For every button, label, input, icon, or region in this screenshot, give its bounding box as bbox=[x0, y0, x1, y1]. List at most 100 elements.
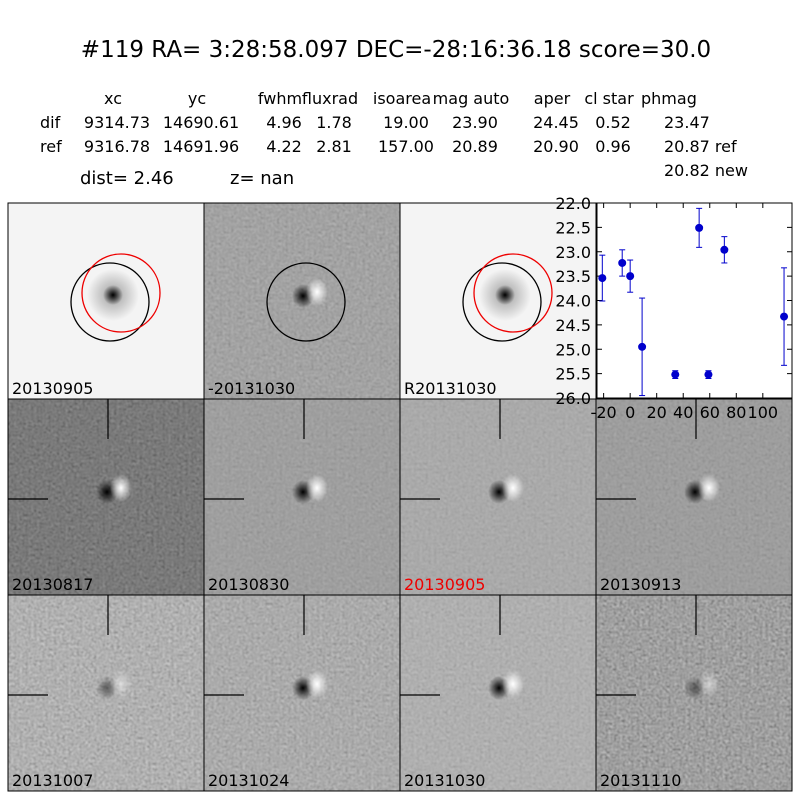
point bbox=[720, 245, 729, 254]
cell: 20.89 bbox=[452, 137, 498, 156]
cell: 157.00 bbox=[378, 137, 434, 156]
redshift: z= nan bbox=[230, 168, 294, 189]
dist: dist= 2.46 bbox=[80, 168, 174, 189]
source-pos bbox=[698, 474, 720, 502]
stamp: -20131030 bbox=[203, 202, 401, 400]
y-tick-label: 22.5 bbox=[555, 218, 591, 237]
cell: 14690.61 bbox=[163, 113, 239, 132]
source bbox=[495, 285, 515, 305]
stamp-image bbox=[8, 595, 204, 791]
lightcurve: 22.0 22.5 23.0 23.5 24.0 24.5 25.0 25.5 26.0-20 0… bbox=[555, 194, 793, 422]
stamp-image bbox=[596, 399, 792, 595]
stamp-label: 20131030 bbox=[404, 771, 485, 790]
x-tick-label: -20 bbox=[591, 403, 617, 422]
point bbox=[618, 258, 627, 267]
x-tick-label: 80 bbox=[726, 403, 746, 422]
y-tick-label: 25.5 bbox=[555, 365, 591, 384]
stamp-label: 20131024 bbox=[208, 771, 289, 790]
stamp-image bbox=[8, 399, 204, 595]
aperture bbox=[473, 253, 553, 333]
cell: 20.90 bbox=[533, 137, 579, 156]
column-header: phmag bbox=[641, 89, 697, 108]
column-header: yc bbox=[188, 89, 206, 108]
stamp-image bbox=[204, 399, 400, 595]
source-pos bbox=[502, 670, 524, 698]
aperture bbox=[462, 262, 542, 342]
x-tick-label: 0 bbox=[625, 403, 635, 422]
point bbox=[704, 370, 713, 379]
title: #119 RA= 3:28:58.097 DEC=-28:16:36.18 sc… bbox=[81, 37, 711, 63]
column-header: fwhm bbox=[258, 89, 302, 108]
y-tick-label: 26.0 bbox=[555, 389, 591, 408]
stamp: 20130817 bbox=[7, 398, 205, 596]
cell: 23.47 bbox=[664, 113, 710, 132]
stamp: 20130905 bbox=[7, 202, 205, 400]
x-tick-label: 40 bbox=[673, 403, 693, 422]
y-tick-label: 23.0 bbox=[555, 243, 591, 262]
stamp: 20131030 bbox=[399, 594, 597, 792]
source bbox=[103, 285, 123, 305]
stamp-image bbox=[204, 203, 400, 399]
column-header: fluxrad bbox=[302, 89, 358, 108]
y-tick-label: 24.0 bbox=[555, 292, 591, 311]
cell: 20.82 new bbox=[664, 161, 748, 180]
stamp-label: 20130817 bbox=[12, 575, 93, 594]
stamp-label: 20130913 bbox=[600, 575, 681, 594]
source-pos bbox=[306, 278, 328, 306]
cell: 9314.73 bbox=[84, 113, 150, 132]
stamp-frame bbox=[595, 594, 793, 792]
aperture bbox=[266, 262, 346, 342]
stamp: 20130830 bbox=[203, 398, 401, 596]
stamp-image bbox=[400, 203, 596, 399]
stamp-image bbox=[596, 595, 792, 791]
cell: 1.78 bbox=[316, 113, 352, 132]
stamp-label: -20131030 bbox=[208, 379, 295, 398]
source-pos bbox=[698, 670, 720, 698]
stamp: 20131007 bbox=[7, 594, 205, 792]
stamp-label: 20130830 bbox=[208, 575, 289, 594]
column-header: aper bbox=[534, 89, 571, 108]
y-tick-label: 25.0 bbox=[555, 340, 591, 359]
stamp: 20130905 bbox=[399, 398, 597, 596]
cell: 4.22 bbox=[266, 137, 302, 156]
stamps: 20130905 -20131030 R20131030 20130817 201308… bbox=[7, 202, 793, 792]
source-pos bbox=[110, 670, 132, 698]
cell: 2.81 bbox=[316, 137, 352, 156]
stamp-label: 20131110 bbox=[600, 771, 681, 790]
stamp: R20131030 bbox=[399, 202, 597, 400]
row-label: ref bbox=[40, 137, 62, 156]
column-header: xc bbox=[104, 89, 122, 108]
cell: 0.96 bbox=[595, 137, 631, 156]
stamp: 20131110 bbox=[595, 594, 793, 792]
cell: 0.52 bbox=[595, 113, 631, 132]
y-tick-label: 24.5 bbox=[555, 316, 591, 335]
point bbox=[638, 342, 647, 351]
x-tick-label: 60 bbox=[700, 403, 720, 422]
stamp: 20131024 bbox=[203, 594, 401, 792]
stamp-label: R20131030 bbox=[404, 379, 497, 398]
stamp-image bbox=[8, 203, 204, 399]
y-tick-label: 22.0 bbox=[555, 194, 591, 213]
stamp-label: 20130905 bbox=[404, 575, 485, 594]
points bbox=[598, 207, 789, 397]
cell: 14691.96 bbox=[163, 137, 239, 156]
x-tick-label: 100 bbox=[748, 403, 779, 422]
table: xc yc fwhm fluxrad isoarea mag auto aper cl sta… bbox=[40, 89, 748, 180]
x-tick-label: 20 bbox=[647, 403, 667, 422]
plot-frame bbox=[596, 202, 793, 399]
cell: 20.87 ref bbox=[664, 137, 737, 156]
point bbox=[780, 312, 789, 321]
aperture bbox=[81, 253, 161, 333]
cell: 19.00 bbox=[383, 113, 429, 132]
stamp-label: 20131007 bbox=[12, 771, 93, 790]
stamp-image bbox=[400, 399, 596, 595]
source-pos bbox=[502, 474, 524, 502]
plot-bg bbox=[597, 203, 792, 398]
column-header: mag auto bbox=[433, 89, 510, 108]
stamp: 20130913 bbox=[595, 398, 793, 596]
source-pos bbox=[110, 474, 132, 502]
point bbox=[695, 223, 704, 232]
stamp-image bbox=[400, 595, 596, 791]
stamp-image bbox=[204, 595, 400, 791]
